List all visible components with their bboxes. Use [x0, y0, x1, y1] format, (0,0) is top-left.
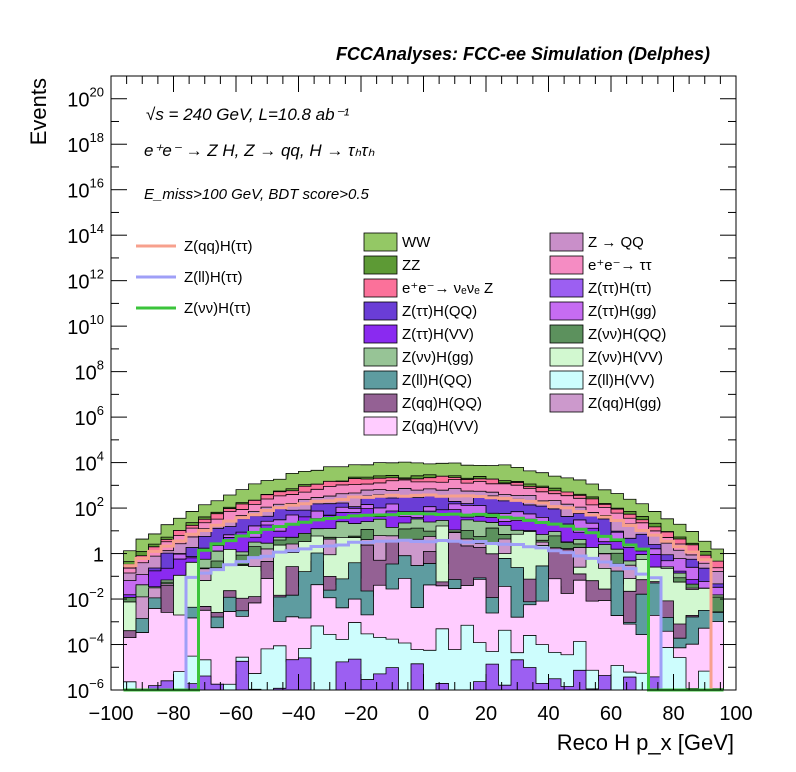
legend-fill-label: ZZ: [402, 257, 420, 274]
legend-fill-label: Z(qq)H(QQ): [402, 395, 482, 412]
legend-fill-label: Z(qq)H(gg): [588, 395, 661, 412]
legend-line-label: Z(ll)H(ττ): [184, 269, 243, 286]
y-tick-label: 1012: [67, 267, 104, 294]
annotation-selection: E_miss>100 GeV, BDT score>0.5: [144, 186, 369, 203]
legend-fill-swatch: [363, 301, 398, 321]
signal-lines: [123, 493, 724, 692]
y-tick-label: 1010: [67, 312, 104, 339]
legend-fill-swatch: [549, 370, 584, 390]
signal-line-0: [123, 493, 724, 692]
y-tick-label: 108: [75, 358, 104, 385]
legend-fill-label: WW: [402, 234, 431, 251]
x-tick-labels: −100 −80 −60 −40 −20 0 20 40 60 80 100: [88, 703, 752, 725]
legend-fill-label: Z(ττ)H(QQ): [402, 303, 477, 320]
legend-fill-swatch: [363, 255, 398, 275]
legend-fill-swatch: [363, 232, 398, 252]
y-tick-label: 1: [93, 545, 104, 567]
legend-fill-label: Z(ττ)H(gg): [588, 303, 657, 320]
stacked-histograms: [123, 461, 724, 691]
legend-fill-swatch: [363, 278, 398, 298]
legend-fill-swatch: [363, 347, 398, 367]
x-tick-label: 100: [719, 703, 752, 725]
x-tick-label: −80: [157, 703, 191, 725]
x-tick-label: −100: [88, 703, 133, 725]
x-tick-label: 0: [418, 703, 429, 725]
x-tick-label: 60: [600, 703, 622, 725]
x-tick-label: 80: [662, 703, 684, 725]
legend-backgrounds: WW Z → QQ ZZ e⁺e⁻→ ττ e⁺e⁻→ νₑνₑ Z Z(ττ)H(ττ)…: [363, 232, 666, 436]
y-tick-label: 1014: [67, 221, 104, 248]
legend-fill-swatch: [363, 393, 398, 413]
y-tick-label: 10−2: [67, 585, 104, 612]
signal-line-2: [123, 511, 724, 692]
y-tick-label: 1016: [67, 176, 104, 203]
legend-fill-label: Z(νν)H(gg): [402, 349, 474, 366]
y-tick-label: 102: [75, 494, 104, 521]
legend-fill-label: Z(ττ)H(ττ): [588, 280, 652, 297]
y-tick-label: 10−6: [67, 676, 104, 703]
legend-line-label: Z(νν)H(ττ): [184, 300, 251, 317]
legend-fill-swatch: [549, 347, 584, 367]
legend-fill-swatch: [363, 416, 398, 436]
legend-fill-swatch: [549, 324, 584, 344]
x-tick-label: −60: [219, 703, 253, 725]
legend-fill-swatch: [549, 278, 584, 298]
legend-fill-label: Z(ll)H(QQ): [402, 372, 472, 389]
x-tick-label: −20: [344, 703, 378, 725]
y-tick-label: 10−4: [67, 631, 104, 658]
legend-fill-swatch: [549, 255, 584, 275]
legend-fill-swatch: [549, 232, 584, 252]
y-tick-label: 106: [75, 403, 104, 430]
legend-fill-label: e⁺e⁻→ νₑνₑ Z: [402, 280, 493, 297]
chart-title: FCCAnalyses: FCC-ee Simulation (Delphes): [336, 44, 710, 64]
legend-fill-label: Z(qq)H(VV): [402, 418, 479, 435]
annotation-energy-lumi: √s = 240 GeV, L=10.8 ab⁻¹: [146, 105, 350, 124]
y-tick-label: 1020: [67, 85, 104, 112]
x-axis-label: Reco H p_x [GeV]: [557, 730, 734, 755]
legend-fill-swatch: [363, 370, 398, 390]
x-tick-label: −40: [282, 703, 316, 725]
legend-fill-label: Z(ll)H(VV): [588, 372, 655, 389]
legend-fill-label: Z → QQ: [588, 234, 644, 251]
signal-line-1: [123, 538, 724, 692]
annotation-process: e⁺e⁻ → Z H, Z → qq, H → τₕτₕ: [144, 141, 375, 160]
legend-fill-label: Z(νν)H(VV): [588, 349, 663, 366]
legend-fill-label: Z(ττ)H(VV): [402, 326, 474, 343]
y-tick-label: 104: [75, 449, 104, 476]
y-tick-label: 1018: [67, 130, 104, 157]
legend-fill-swatch: [363, 324, 398, 344]
axis-ticks: [110, 75, 737, 691]
y-axis-label: Events: [26, 78, 51, 145]
x-tick-label: 20: [475, 703, 497, 725]
legend-fill-label: e⁺e⁻→ ττ: [588, 257, 652, 274]
x-tick-label: 40: [537, 703, 559, 725]
legend-signal: Z(qq)H(ττ) Z(ll)H(ττ) Z(νν)H(ττ): [136, 238, 253, 317]
legend-fill-label: Z(νν)H(QQ): [588, 326, 666, 343]
legend-line-label: Z(qq)H(ττ): [184, 238, 253, 255]
legend-fill-swatch: [549, 393, 584, 413]
legend-fill-swatch: [549, 301, 584, 321]
y-tick-labels: 10−6 10−4 10−2 1 102 104 106 108 1010 1012 1014 101…: [67, 85, 104, 703]
